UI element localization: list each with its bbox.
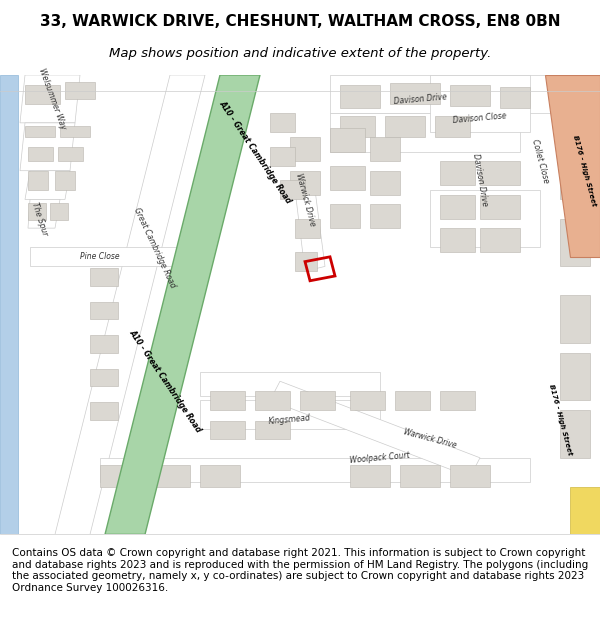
Text: The Spur: The Spur	[31, 201, 50, 236]
Bar	[350, 466, 390, 486]
Bar	[440, 391, 475, 410]
Bar	[90, 369, 118, 386]
Bar	[560, 219, 590, 266]
Bar	[200, 466, 240, 486]
Bar	[150, 466, 190, 486]
Bar	[255, 421, 290, 439]
Bar	[400, 466, 440, 486]
Bar	[90, 335, 118, 352]
Bar	[440, 194, 475, 219]
Bar	[55, 171, 75, 190]
Bar	[210, 421, 245, 439]
Polygon shape	[270, 381, 480, 477]
Bar	[280, 180, 305, 199]
Polygon shape	[28, 199, 60, 228]
Polygon shape	[0, 75, 18, 534]
Polygon shape	[20, 123, 75, 171]
Text: A10 - Great Cambridge Road: A10 - Great Cambridge Road	[127, 328, 203, 434]
Bar	[255, 391, 290, 410]
Bar	[560, 352, 590, 401]
Bar	[390, 82, 440, 104]
Bar	[58, 147, 83, 161]
Polygon shape	[430, 75, 530, 132]
Bar	[560, 295, 590, 343]
Bar	[480, 161, 520, 185]
Bar	[450, 466, 490, 486]
Bar	[560, 151, 590, 199]
Polygon shape	[30, 248, 200, 266]
Bar	[90, 402, 118, 419]
Bar	[60, 126, 90, 138]
Bar	[440, 228, 475, 252]
Polygon shape	[105, 75, 260, 534]
Bar	[330, 127, 365, 151]
Bar	[28, 203, 46, 221]
Bar	[340, 84, 380, 109]
Bar	[270, 147, 295, 166]
Bar	[330, 204, 360, 228]
Bar	[28, 171, 48, 190]
Polygon shape	[200, 372, 380, 396]
Polygon shape	[295, 190, 325, 271]
Polygon shape	[200, 401, 380, 429]
Text: A10 - Great Cambridge Road: A10 - Great Cambridge Road	[217, 99, 293, 204]
Bar	[340, 116, 375, 138]
Bar	[300, 391, 335, 410]
Bar	[90, 268, 118, 286]
Bar	[395, 391, 430, 410]
Bar	[330, 166, 365, 190]
Polygon shape	[20, 75, 80, 123]
Text: Davison Drive: Davison Drive	[471, 153, 489, 208]
Polygon shape	[330, 75, 600, 113]
Bar	[370, 204, 400, 228]
Bar	[210, 391, 245, 410]
Text: Woolpack Court: Woolpack Court	[350, 451, 410, 465]
Polygon shape	[330, 113, 520, 151]
Bar	[25, 84, 60, 104]
Bar	[370, 171, 400, 194]
Bar	[65, 82, 95, 99]
Bar	[295, 219, 320, 238]
Text: Davison Drive: Davison Drive	[393, 92, 447, 106]
Text: Collet Close: Collet Close	[530, 138, 550, 184]
Bar	[50, 203, 68, 221]
Bar	[270, 113, 295, 132]
Text: Contains OS data © Crown copyright and database right 2021. This information is : Contains OS data © Crown copyright and d…	[12, 548, 588, 592]
Bar	[100, 466, 140, 486]
Bar	[440, 161, 475, 185]
Polygon shape	[545, 75, 600, 257]
Bar	[385, 116, 425, 138]
Text: B176 - High Street: B176 - High Street	[548, 383, 572, 456]
Text: Kingsmead: Kingsmead	[268, 413, 311, 426]
Polygon shape	[570, 486, 600, 534]
Text: Map shows position and indicative extent of the property.: Map shows position and indicative extent…	[109, 48, 491, 61]
Bar	[480, 228, 520, 252]
Bar	[25, 126, 55, 138]
Bar	[90, 302, 118, 319]
Polygon shape	[430, 190, 540, 248]
Text: B176 - High Street: B176 - High Street	[572, 134, 596, 207]
Text: Davison Close: Davison Close	[453, 111, 507, 125]
Text: Warwick Drive: Warwick Drive	[293, 172, 316, 227]
Bar	[480, 194, 520, 219]
Bar	[500, 88, 530, 109]
Bar	[28, 147, 53, 161]
Bar	[450, 84, 490, 106]
Bar	[350, 391, 385, 410]
Bar	[560, 410, 590, 458]
Text: 33, WARWICK DRIVE, CHESHUNT, WALTHAM CROSS, EN8 0BN: 33, WARWICK DRIVE, CHESHUNT, WALTHAM CRO…	[40, 14, 560, 29]
Bar	[435, 116, 470, 138]
Bar	[370, 138, 400, 161]
Bar	[295, 252, 317, 271]
Polygon shape	[55, 75, 205, 534]
Text: Great Cambridge Road: Great Cambridge Road	[133, 206, 178, 289]
Text: Welsummer Way: Welsummer Way	[37, 67, 67, 131]
Bar	[290, 138, 320, 161]
Polygon shape	[100, 458, 530, 482]
Polygon shape	[25, 171, 70, 199]
Bar	[290, 171, 320, 194]
Text: Pine Close: Pine Close	[80, 253, 120, 261]
Text: Warwick Drive: Warwick Drive	[403, 428, 458, 450]
